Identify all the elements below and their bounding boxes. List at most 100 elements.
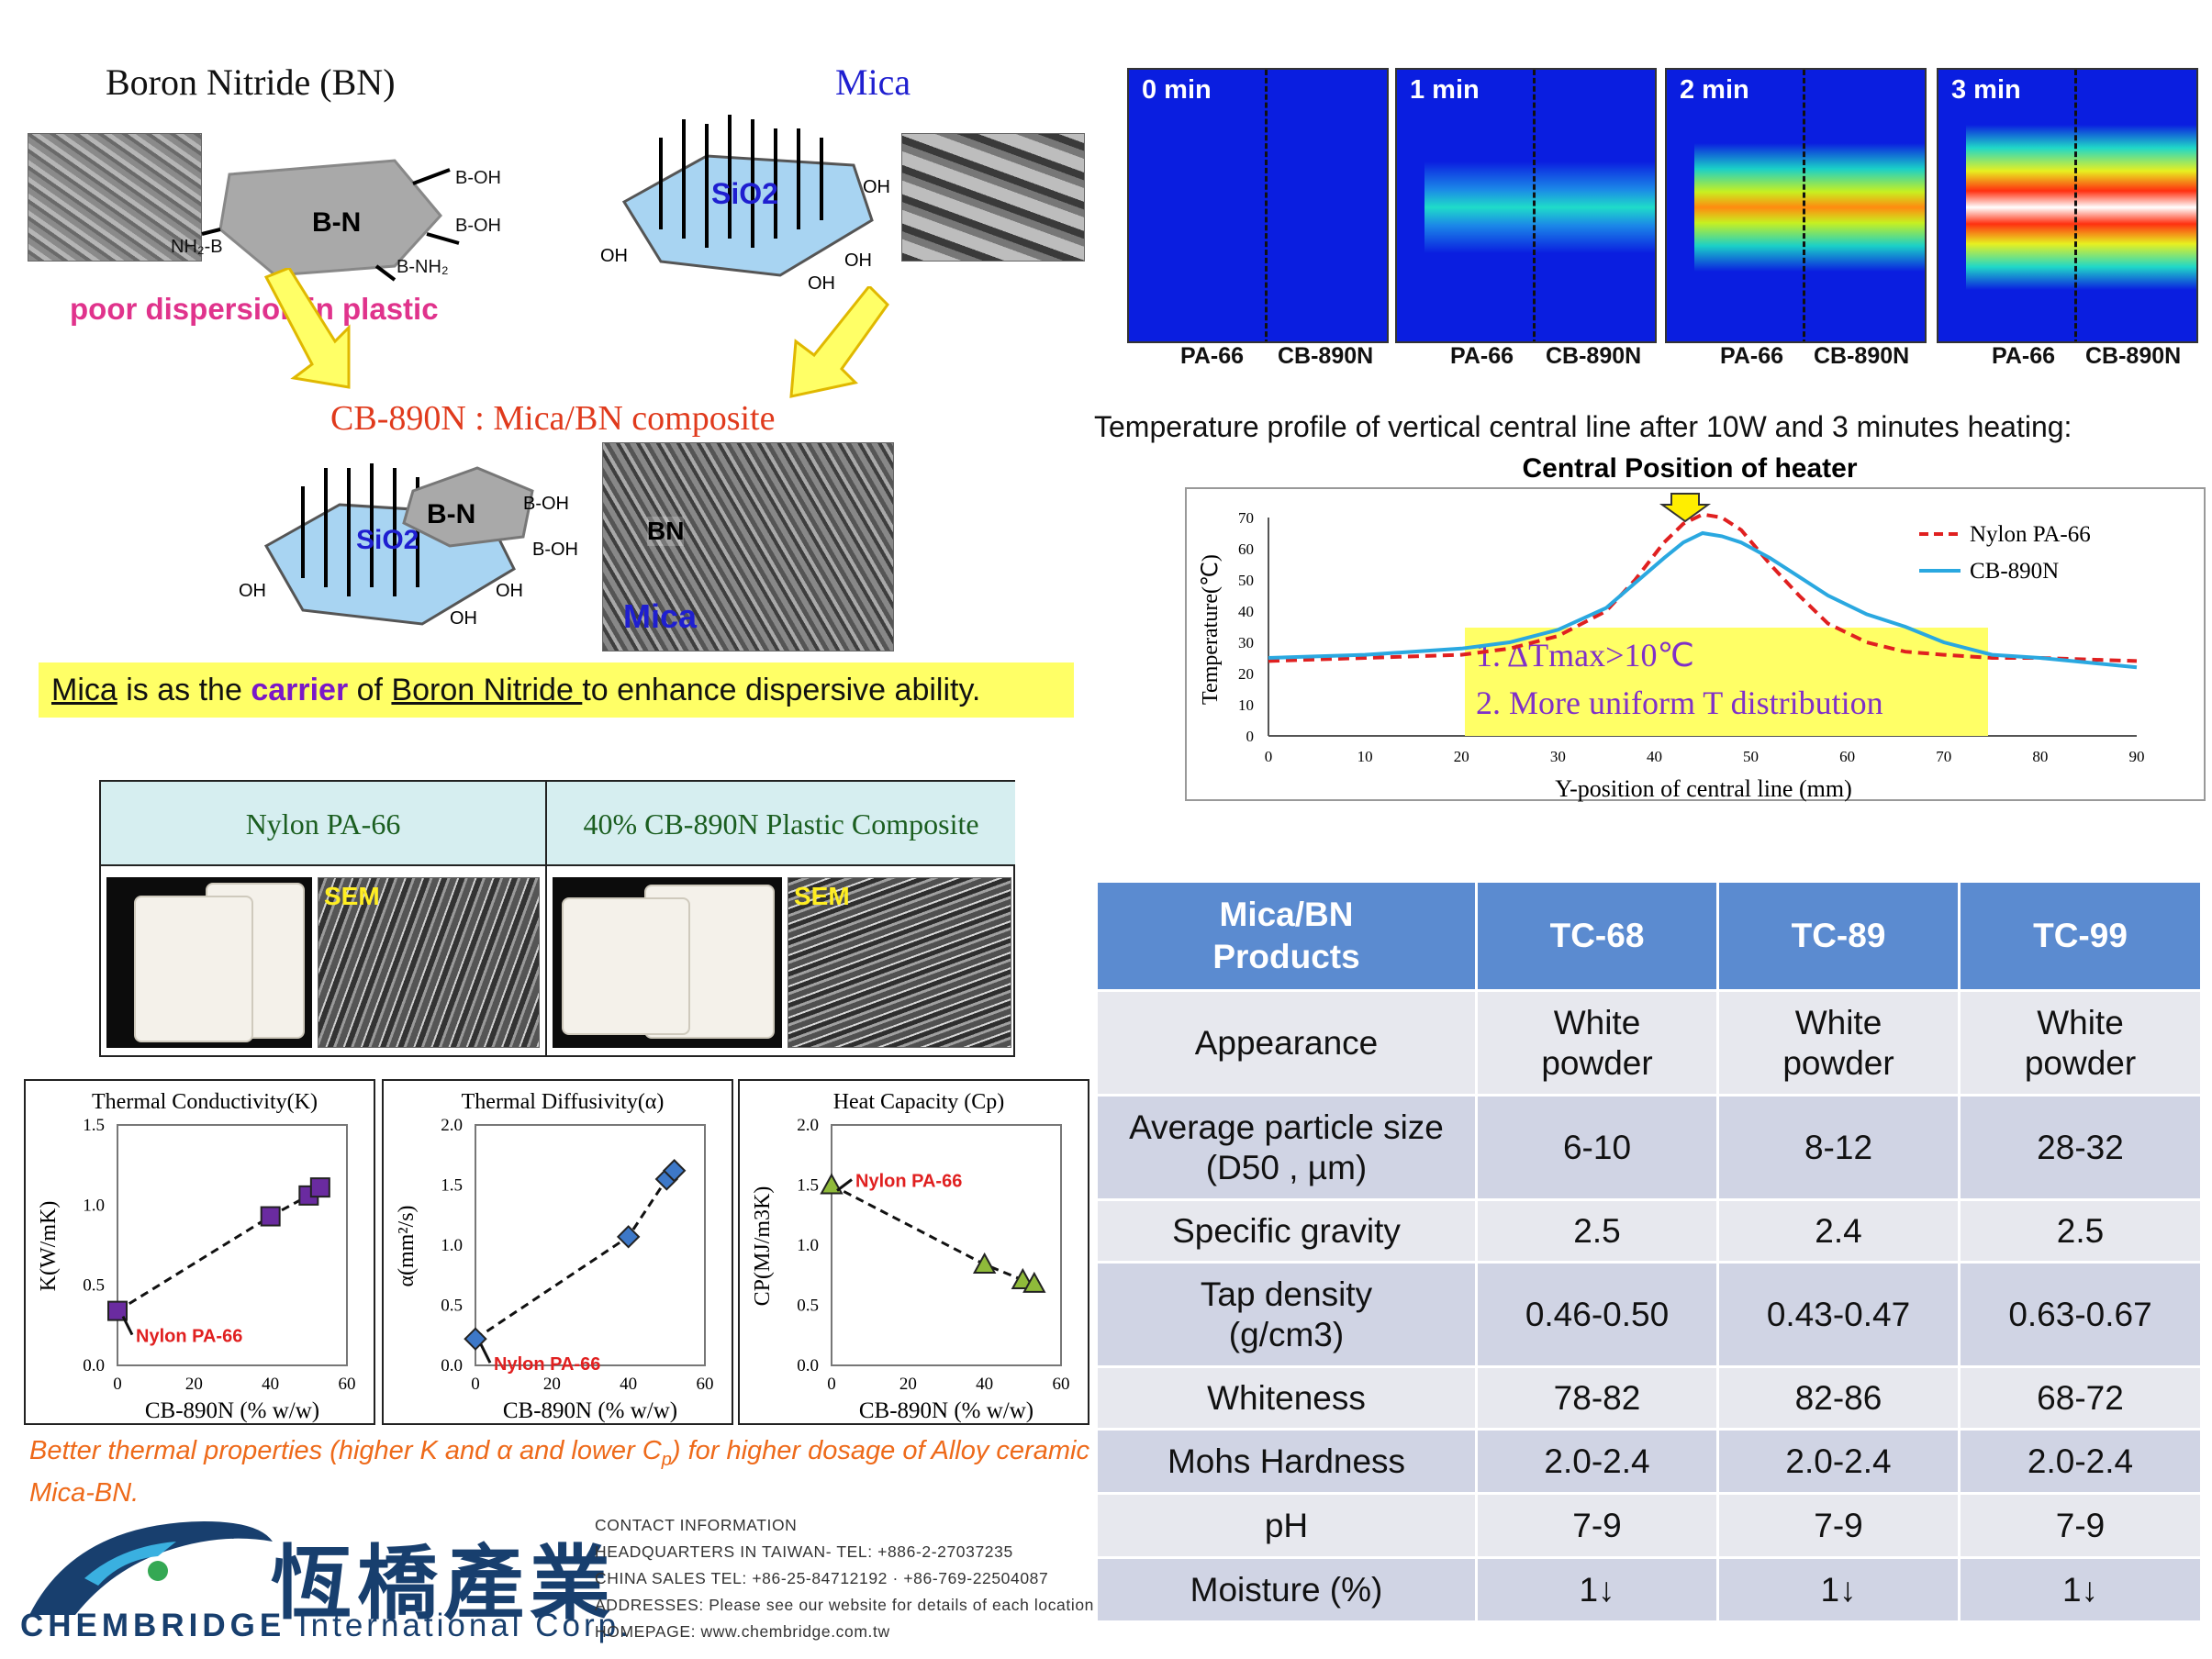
spec-header-cell: Mica/BN Products [1098, 883, 1478, 989]
spec-value: 28-32 [1961, 1094, 2203, 1198]
contact-china: CHINA SALES TEL: +86-25-84712192 · +86-7… [595, 1569, 1049, 1587]
spec-row: Appearance White powder White powder Whi… [1098, 989, 2203, 1094]
thermal-time-label: 0 min [1142, 75, 1212, 105]
carrier-bn-word: Boron Nitride [391, 673, 583, 707]
svg-text:OH: OH [239, 581, 266, 601]
x-tick-label: 30 [1550, 748, 1566, 765]
svg-text:OH: OH [496, 581, 523, 601]
bn-hydroxyl-labels: B-OH B-OH [455, 168, 501, 236]
x-tick-label: 20 [185, 1375, 203, 1394]
comparison-header-right: 40% CB-890N Plastic Composite [547, 782, 1015, 866]
pa66-sem-photo: SEM [318, 877, 540, 1048]
note-alpha: α [497, 1436, 512, 1465]
yellow-arrow-right-icon [789, 286, 889, 398]
annotation-arrow-icon [479, 1343, 492, 1364]
y-tick-label: 0.5 [441, 1297, 463, 1316]
plot-frame [117, 1124, 348, 1366]
contact-homepage[interactable]: HOMEPAGE: www.chembridge.com.tw [595, 1622, 890, 1641]
spec-value: 2.5 [1961, 1198, 2203, 1261]
comparison-divider [545, 782, 547, 1057]
spec-header-cell: TC-99 [1961, 883, 2203, 989]
mini-chart-title: Thermal Diffusivity(α) [462, 1090, 665, 1114]
sem-bn-label: BN [647, 517, 685, 546]
heat-capacity-chart: Heat Capacity (Cp) 0 20 40 60 0.0 0.5 1.0 1.5 2.0… [738, 1079, 1089, 1425]
spec-value: 6-10 [1478, 1094, 1719, 1198]
spec-value: White powder [1478, 989, 1719, 1094]
x-tick-label: 40 [976, 1375, 993, 1394]
x-tick-label: 60 [697, 1375, 714, 1394]
thermal-image-0min: 0 min [1127, 68, 1389, 343]
note-subscript: p [661, 1449, 672, 1470]
svg-text:OH: OH [450, 608, 477, 629]
x-tick-label: 60 [1053, 1375, 1070, 1394]
series-line-cb890n [1268, 530, 2138, 670]
svg-text:OH: OH [844, 251, 872, 271]
thermal-diffusivity-chart: Thermal Diffusivity(α) 0 20 40 60 0.0 0.5 1.0 1.… [382, 1079, 733, 1425]
y-tick-label: 1.5 [83, 1116, 105, 1135]
carrier-mica-word: Mica [51, 673, 117, 707]
y-tick-label: 0 [1246, 728, 1255, 745]
y-tick-label: 30 [1238, 634, 1254, 651]
x-tick-label: 20 [1454, 748, 1469, 765]
spec-row: Whiteness 78-82 82-86 68-72 [1098, 1365, 2203, 1428]
spec-label: pH [1098, 1492, 1478, 1556]
y-tick-label: 50 [1238, 572, 1254, 589]
carrier-text-1: is as the [117, 673, 251, 707]
annotation-arrow-icon [836, 1178, 853, 1192]
spec-label: Whiteness [1098, 1365, 1478, 1428]
svg-text:B-OH: B-OH [523, 494, 569, 514]
x-tick-label: 80 [2032, 748, 2048, 765]
sem-mica-label: Mica [623, 597, 698, 635]
spec-header-row: Mica/BN Products TC-68 TC-89 TC-99 [1098, 883, 2203, 989]
product-spec-table: Mica/BN Products TC-68 TC-89 TC-99 Appea… [1098, 883, 2203, 1620]
thermal-image-2min: 2 min [1665, 68, 1927, 343]
annotation-2: 2. More uniform T distribution [1476, 685, 1883, 721]
spec-value: White powder [1719, 989, 1961, 1094]
trend-line [831, 1184, 1035, 1286]
bn-amine-label: B-NH₂ [397, 257, 449, 277]
x-tick-label: 0 [1265, 748, 1273, 765]
temperature-profile-chart: Central Position of heater 0 10 20 30 40 50 60 7… [1185, 453, 2206, 802]
data-point [972, 1252, 997, 1274]
annotation-arrow-icon [121, 1315, 134, 1336]
mica-sem-image [901, 133, 1085, 262]
spec-value: 82-86 [1719, 1365, 1961, 1428]
thermal-sub-2-left: PA-66 [1720, 343, 1784, 369]
spec-value: 2.0-2.4 [1478, 1428, 1719, 1492]
brand-strong: CHEMBRIDGE [20, 1608, 286, 1643]
thermal-conductivity-chart: Thermal Conductivity(K) 0 20 40 60 0.0 0.5 1.0 1… [24, 1079, 375, 1425]
bn-amine-left-label: NH₂-B [171, 237, 223, 257]
spec-label: Tap density (g/cm3) [1098, 1261, 1478, 1365]
spec-label: Average particle size (D50 , µm) [1098, 1094, 1478, 1198]
svg-text:B-OH: B-OH [532, 540, 578, 560]
x-tick-label: 40 [1647, 748, 1662, 765]
bn-core-label: B-N [312, 207, 361, 238]
spec-header-cell: TC-68 [1478, 883, 1719, 989]
y-axis-label: K(W/mK) [37, 1201, 61, 1292]
contact-heading: CONTACT INFORMATION [595, 1516, 798, 1534]
note-part-3: ) for higher dosage of Alloy ceramic Mic… [29, 1436, 1089, 1508]
center-divider [1803, 70, 1805, 341]
carrier-text-2: of [348, 673, 392, 707]
spec-value: White powder [1961, 989, 2203, 1094]
carrier-sentence: Mica is as the carrier of Boron Nitride … [51, 673, 980, 708]
thermal-sub-0-right: CB-890N [1278, 343, 1374, 369]
spec-label: Mohs Hardness [1098, 1428, 1478, 1492]
heat-band [1694, 143, 1925, 272]
plaque-front [562, 897, 690, 1035]
y-tick-label: 10 [1238, 696, 1254, 714]
y-tick-label: 70 [1238, 509, 1254, 527]
bn-sem-image [28, 133, 202, 262]
brand-chinese-name: 恆橋產業 [271, 1536, 617, 1631]
y-tick-label: 1.0 [83, 1196, 105, 1215]
trend-line [117, 1186, 321, 1312]
trend-line [475, 1169, 676, 1341]
composite-sem-image: BN Mica [602, 442, 894, 651]
nylon-annotation: Nylon PA-66 [855, 1172, 962, 1192]
plaque-front [134, 896, 253, 1042]
legend-label: Nylon PA-66 [1970, 522, 2091, 547]
data-point [616, 1225, 641, 1249]
data-point [309, 1177, 330, 1198]
y-axis-label: Temperature(℃) [1199, 554, 1223, 705]
y-tick-label: 60 [1238, 540, 1254, 558]
